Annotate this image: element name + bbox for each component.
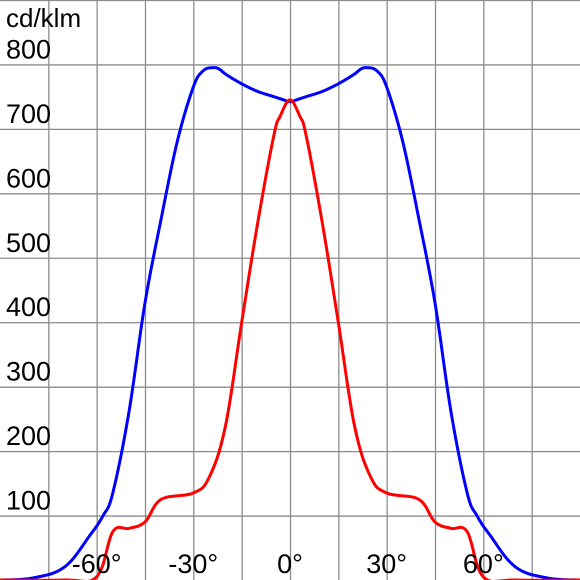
tick-labels: 100200300400500600700800900-60°-30°0°30°…: [6, 34, 504, 579]
y-tick-label-400: 400: [6, 292, 51, 322]
series-line-2: [0, 98, 580, 580]
y-tick-label-600: 600: [6, 163, 51, 193]
x-tick-label-0: 0°: [277, 549, 303, 579]
y-tick-label-100: 100: [6, 486, 51, 516]
y-tick-label-800: 800: [6, 34, 51, 64]
series-layer: [0, 66, 580, 580]
y-tick-label-500: 500: [6, 228, 51, 258]
y-axis-label: cd/klm: [6, 3, 81, 33]
x-tick-label-30: 30°: [366, 549, 407, 579]
y-tick-label-300: 300: [6, 357, 51, 387]
series-line-1: [0, 66, 580, 580]
x-tick-label-60: 60°: [463, 549, 504, 579]
y-tick-label-200: 200: [6, 421, 51, 451]
y-tick-label-700: 700: [6, 99, 51, 129]
x-tick-label-neg30: -30°: [168, 549, 218, 579]
x-tick-label-neg60: -60°: [72, 549, 122, 579]
